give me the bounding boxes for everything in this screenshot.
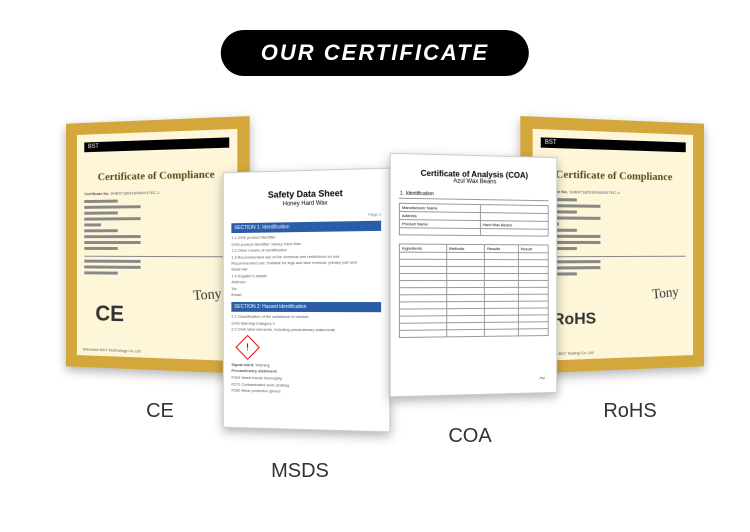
coa-signature: ~ [540,373,545,384]
ce-row [84,271,169,275]
coa-cell [399,228,480,236]
hazard-exclaim-icon: ! [246,342,249,353]
ce-signature: Tony [193,287,223,305]
coa-id-table: Manufacturer Name Address Product NameHa… [399,203,549,237]
msds-line: Address: [231,279,381,285]
rohs-brand-header: BST [541,137,686,152]
msds-subtitle: Honey Hard Wax [231,199,381,208]
ce-row [84,198,169,202]
msds-section1-bar: SECTION 1: Identification [231,221,381,233]
ce-footer: Shenzhen BST Technology Co.,Ltd [82,346,140,353]
msds-line: GHS Warning Category 2 [231,320,381,326]
msds-line: 1.4 Supplier's details [231,272,381,278]
coa-cell [399,266,446,273]
coa-cell [485,260,519,267]
ce-row [84,204,229,209]
rohs-title: Certificate of Compliance [541,168,686,183]
msds-line: 2.2 GHS label elements, including precau… [231,327,381,334]
coa-cell [447,329,485,337]
ce-row [84,265,229,269]
label-rohs: RoHS [580,400,680,423]
rohs-divider [541,255,686,257]
ce-row [84,216,229,220]
rohs-signature: Tony [652,285,680,304]
ce-row [84,259,229,263]
msds-section2-bar: SECTION 2: Hazard identification [231,302,381,312]
rohs-row [541,216,686,220]
certificates-stage: BST Certificate of Compliance Certificat… [0,100,750,520]
rohs-row [541,259,686,263]
coa-cell [485,329,519,336]
rohs-logo-mark: RoHS [553,310,596,329]
coa-cell [447,266,485,273]
coa-cell [399,330,446,338]
ce-divider [84,255,229,257]
msds-line: Tel: [231,286,381,292]
coa-cell [485,267,519,274]
rohs-row [541,265,686,269]
label-ce: CE [110,400,210,423]
ce-row [84,240,229,243]
coa-cell [447,273,485,280]
certificate-coa: Certificate of Analysis (COA) Azul Wax B… [390,153,557,398]
coa-cell [447,259,485,266]
coa-section1: 1. Identification [399,190,549,202]
rohs-certno-label: Certificate No. SHBST180316040001TEC-4 [541,189,686,197]
ce-row [84,234,229,237]
ce-row [84,247,169,250]
ce-logo-mark: CE [95,301,124,327]
coa-cell [518,260,548,267]
ce-certno-label: Certificate No. SHBST180316040001TEC-1 [84,189,229,197]
coa-th: Result [518,245,548,253]
coa-cell [518,267,548,274]
coa-cell [399,273,446,280]
ce-title: Certificate of Compliance [84,168,229,183]
rohs-row [541,240,686,243]
coa-th: Methods [447,244,485,252]
ce-brand-header: BST [84,137,229,152]
rohs-row [541,204,686,209]
certificate-msds: Safety Data Sheet Honey Hard Wax Page 1 … [223,168,390,433]
coa-th: Ingredients [399,244,446,252]
msds-line: Email: [231,292,381,298]
hazard-diamond-icon: ! [235,335,259,360]
coa-cell [518,329,548,336]
ce-row [84,210,169,214]
section-title: OUR CERTIFICATE [221,30,529,76]
ce-row [84,229,169,232]
ce-row [84,223,126,226]
certificate-ce-body: BST Certificate of Compliance Certificat… [77,129,237,361]
coa-results-table: Ingredients Methods Results Result [399,243,549,338]
coa-cell [518,274,548,281]
coa-cell [399,259,446,266]
coa-cell [480,229,548,237]
msds-line: 2.1 Classification of the substance or m… [231,314,381,320]
msds-line: Recommended use: Suitable for legs and f… [231,260,365,272]
coa-cell [485,274,519,281]
label-coa: COA [420,425,520,448]
coa-th: Results [485,245,519,253]
rohs-row [541,234,686,237]
label-msds: MSDS [250,460,350,483]
msds-page: Page 1 [231,212,381,220]
msds-title: Safety Data Sheet [231,187,381,201]
